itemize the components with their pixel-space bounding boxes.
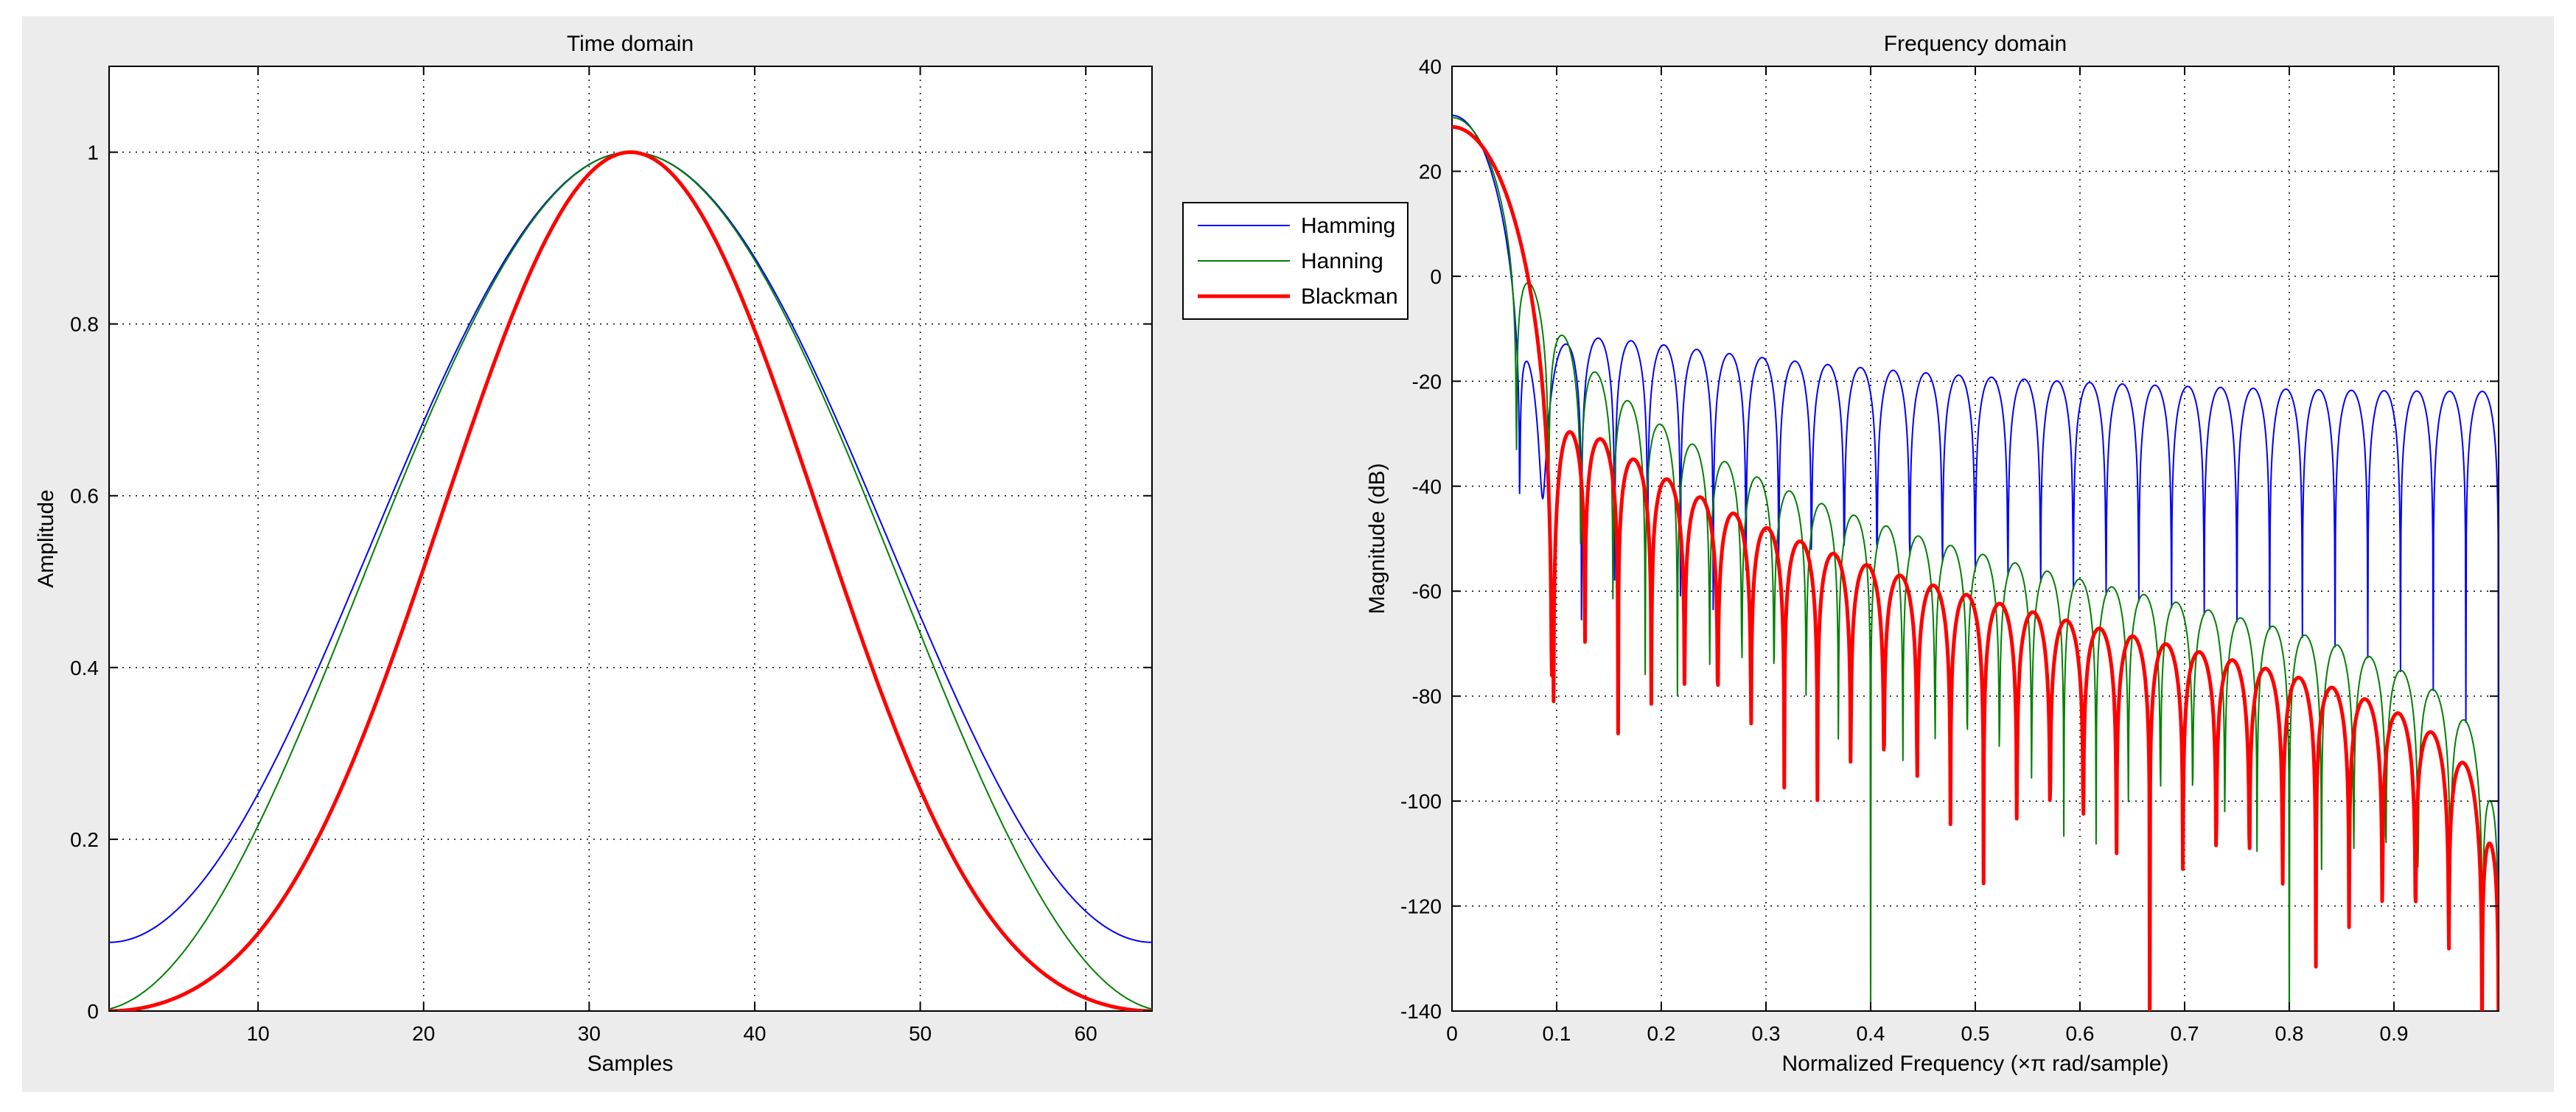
frequency-domain-xlabel: Normalized Frequency (×π rad/sample)	[1781, 1052, 2168, 1076]
x-tick-label: 0.5	[1961, 1022, 1990, 1045]
y-tick-label: 0.4	[70, 657, 99, 679]
x-tick-label: 10	[247, 1022, 270, 1045]
x-tick-label: 60	[1075, 1022, 1097, 1045]
x-tick-label: 0.3	[1752, 1022, 1781, 1045]
y-tick-label: -80	[1412, 685, 1442, 708]
y-tick-label: -40	[1412, 475, 1442, 498]
x-tick-label: 0.8	[2275, 1022, 2304, 1045]
time-domain-axes: 10 20 30 40 50 60 0 0.2 0.4 0.6 0.8 1 Time domain S…	[34, 32, 1153, 1076]
x-tick-label: 0.6	[2066, 1022, 2095, 1045]
time-domain-ylabel: Amplitude	[34, 489, 58, 587]
freq-series-line-blackman	[1452, 125, 2499, 1011]
frequency-domain-axes: 0 0.1 0.2 0.3 0.4 0.5 0.6 0.7 0.8 0.9 40 20 0 -20 -40 -…	[1365, 32, 2499, 1076]
legend-label-hamming: Hamming	[1301, 214, 1395, 238]
time-domain-xlabel: Samples	[587, 1052, 674, 1076]
x-tick-label: 0.1	[1543, 1022, 1571, 1045]
legend-box	[1182, 202, 1409, 320]
frequency-domain-ylabel: Magnitude (dB)	[1365, 463, 1389, 614]
y-tick-label: 0.2	[70, 828, 99, 851]
x-tick-label: 0.2	[1647, 1022, 1676, 1045]
y-tick-label: 40	[1419, 55, 1442, 78]
x-tick-label: 0.9	[2380, 1022, 2409, 1045]
frequency-domain-series	[1452, 114, 2499, 1011]
y-tick-label: 0	[87, 1000, 99, 1023]
legend: Hamming Hanning Blackman	[1182, 202, 1409, 320]
x-tick-label: 20	[412, 1022, 435, 1045]
time-domain-title: Time domain	[567, 32, 694, 56]
y-tick-label: -20	[1412, 370, 1442, 393]
x-tick-label: 0.7	[2171, 1022, 2199, 1045]
x-tick-label: 0.4	[1857, 1022, 1885, 1045]
y-tick-label: -60	[1412, 580, 1442, 603]
time-domain-plot-area	[108, 66, 1153, 1012]
frequency-domain-title: Frequency domain	[1884, 32, 2067, 56]
x-tick-label: 0	[1446, 1022, 1458, 1045]
y-tick-label: -120	[1400, 895, 1442, 918]
y-tick-label: -140	[1400, 1000, 1442, 1023]
x-tick-label: 50	[909, 1022, 932, 1045]
y-tick-label: 1	[87, 141, 99, 164]
chart-canvas: 10 20 30 40 50 60 0 0.2 0.4 0.6 0.8 1 Time domain S…	[34, 32, 2499, 1076]
time-domain-ticks: 10 20 30 40 50 60 0 0.2 0.4 0.6 0.8 1	[70, 66, 1152, 1045]
legend-label-blackman: Blackman	[1301, 284, 1398, 309]
y-tick-label: 0.6	[70, 485, 99, 508]
frequency-domain-ticks: 0 0.1 0.2 0.3 0.4 0.5 0.6 0.7 0.8 0.9 40 20 0 -20 -40 -…	[1400, 55, 2499, 1045]
time-series-line-blackman	[109, 150, 1152, 1011]
legend-label-hanning: Hanning	[1301, 249, 1383, 273]
time-domain-series	[109, 150, 1152, 1011]
x-tick-label: 30	[578, 1022, 601, 1045]
time-domain-grid	[109, 66, 1152, 1012]
y-tick-label: 0	[1430, 265, 1442, 288]
y-tick-label: -100	[1400, 790, 1442, 813]
y-tick-label: 20	[1419, 160, 1442, 183]
figure-window: 10 20 30 40 50 60 0 0.2 0.4 0.6 0.8 1 Time domain S…	[22, 16, 2554, 1092]
x-tick-label: 40	[743, 1022, 766, 1045]
y-tick-label: 0.8	[70, 313, 99, 336]
